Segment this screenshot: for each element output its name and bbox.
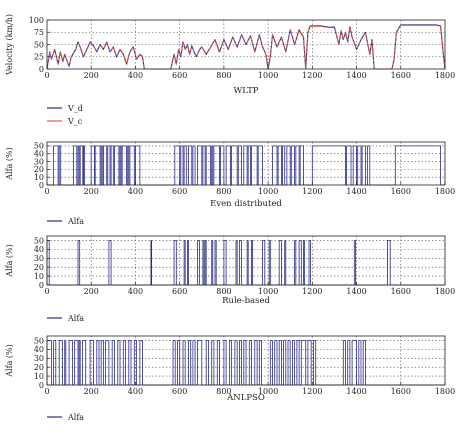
- y-tick-label: 30: [34, 254, 44, 263]
- x-tick-label: 1400: [346, 387, 366, 396]
- x-tick-label: 1200: [302, 71, 322, 80]
- x-tick-label: 800: [216, 71, 231, 80]
- chart-panel-1: 0 200 400 600 800 1000 1200 1400 1600 18000255075…: [5, 14, 455, 126]
- x-tick-label: 1800: [435, 71, 455, 80]
- series-line-alfa: [46, 240, 445, 286]
- y-tick-label: 30: [34, 354, 44, 363]
- x-tick-label: 200: [84, 187, 99, 196]
- y-tick-label: 50: [34, 236, 44, 245]
- plot-frame: [46, 235, 446, 286]
- series-line-alfa: [46, 340, 445, 386]
- plot-frame: [46, 141, 446, 186]
- x-tick-label: 1000: [258, 387, 278, 396]
- x-tick-label: 800: [216, 187, 231, 196]
- x-tick-label: 1800: [435, 387, 455, 396]
- x-tick-label: 1600: [391, 187, 411, 196]
- x-tick-label: 800: [216, 387, 231, 396]
- x-tick-label: 800: [216, 287, 231, 296]
- y-tick-label: 50: [34, 142, 44, 151]
- x-tick-label: 0: [44, 387, 49, 396]
- y-tick-label: 75: [34, 28, 44, 37]
- legend-label: V_d: [67, 104, 83, 113]
- y-tick-label: 25: [34, 53, 44, 62]
- x-tick-label: 0: [44, 287, 49, 296]
- x-tick-label: 0: [44, 187, 49, 196]
- y-axis-label: Alfa (%): [5, 147, 14, 180]
- y-tick-label: 40: [34, 150, 44, 159]
- y-tick-label: 0: [39, 181, 44, 190]
- y-tick-label: 0: [39, 381, 44, 390]
- x-tick-label: 1600: [391, 387, 411, 396]
- y-tick-label: 20: [34, 263, 44, 272]
- y-tick-label: 10: [34, 173, 44, 182]
- y-tick-label: 10: [34, 372, 44, 381]
- x-tick-label: 1400: [346, 71, 366, 80]
- legend-label: Alfa: [67, 413, 84, 422]
- x-tick-label: 1400: [346, 287, 366, 296]
- y-tick-label: 40: [34, 345, 44, 354]
- x-tick-label: 400: [128, 387, 143, 396]
- legend-label: V_c: [67, 117, 83, 126]
- legend-label: Alfa: [67, 314, 84, 323]
- y-tick-label: 0: [39, 65, 44, 74]
- x-tick-label: 1400: [346, 187, 366, 196]
- x-tick-label: 600: [172, 387, 187, 396]
- x-tick-label: 1200: [302, 387, 322, 396]
- x-tick-label: 1000: [258, 287, 278, 296]
- series-line-alfa: [47, 145, 445, 186]
- y-tick-label: 40: [34, 245, 44, 254]
- x-tick-label: 600: [172, 71, 187, 80]
- x-tick-label: 400: [128, 287, 143, 296]
- x-tick-label: 1000: [258, 71, 278, 80]
- x-tick-label: 1600: [391, 71, 411, 80]
- x-tick-label: 600: [172, 187, 187, 196]
- x-tick-label: 200: [84, 387, 99, 396]
- x-tick-label: 200: [84, 71, 99, 80]
- x-tick-label: 1000: [258, 187, 278, 196]
- y-tick-label: 20: [34, 165, 44, 174]
- plot-frame: [46, 335, 446, 386]
- x-tick-label: 1800: [435, 187, 455, 196]
- y-tick-label: 50: [34, 40, 44, 49]
- x-tick-label: 1800: [435, 287, 455, 296]
- x-axis-label: Even distributed: [210, 199, 282, 209]
- x-tick-label: 400: [128, 71, 143, 80]
- x-axis-label: ANLPSO: [226, 393, 265, 403]
- x-tick-label: 400: [128, 187, 143, 196]
- chart-panel-3: 0 200 400 600 800 1000 1200 1400 1600 1800 0102030…: [5, 235, 455, 323]
- x-tick-label: 0: [44, 71, 49, 80]
- legend-label: Alfa: [67, 217, 84, 226]
- y-axis-label: Velocity (km/h): [5, 14, 14, 76]
- x-tick-label: 1200: [302, 287, 322, 296]
- y-axis-label: Alfa (%): [5, 344, 14, 377]
- y-axis-label: Alfa (%): [5, 244, 14, 277]
- chart-panel-4: 0 200 400 600 800 1000 1200 1400 1600 1800 0102030…: [5, 335, 455, 422]
- y-tick-label: 100: [29, 16, 44, 25]
- x-tick-label: 1200: [302, 187, 322, 196]
- y-tick-label: 50: [34, 336, 44, 345]
- x-tick-label: 200: [84, 287, 99, 296]
- y-tick-label: 30: [34, 157, 44, 166]
- x-axis-label: WLTP: [233, 86, 258, 96]
- x-tick-label: 600: [172, 287, 187, 296]
- x-tick-label: 1600: [391, 287, 411, 296]
- series-line-v-c: [46, 24, 446, 70]
- x-axis-label: Rule-based: [222, 296, 270, 306]
- y-tick-label: 10: [34, 272, 44, 281]
- y-tick-label: 0: [39, 281, 44, 290]
- series-line-v-d: [46, 24, 446, 70]
- y-tick-label: 20: [34, 363, 44, 372]
- chart-panel-2: 0 200 400 600 800 1000 1200 1400 1600 1800 0102030…: [5, 141, 455, 226]
